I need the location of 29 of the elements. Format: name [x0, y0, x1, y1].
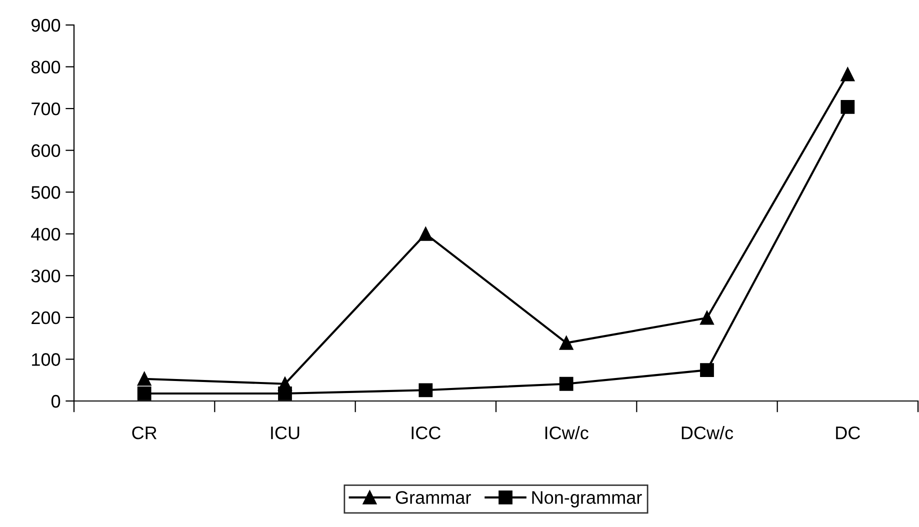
x-tick-label: ICU: [271, 426, 300, 440]
point: [840, 67, 855, 82]
legend-label: Grammar: [396, 491, 471, 504]
y-tick-label: 0: [51, 394, 60, 408]
y-tick-label: 700: [32, 102, 60, 116]
y-tick-label: 100: [32, 353, 60, 366]
y-tick-label: 300: [31, 270, 60, 282]
point: [840, 100, 855, 114]
x-tick-label: ICw/c: [545, 426, 588, 440]
point: [700, 363, 714, 378]
x-tick-label: ICC: [412, 426, 441, 440]
y-tick-label: 400: [31, 228, 60, 241]
point: [137, 386, 152, 400]
point: [418, 226, 433, 241]
x-tick-label: DC: [836, 426, 860, 440]
x-tick-label: CR: [132, 426, 157, 440]
y-tick-label: 200: [32, 311, 60, 324]
legend-label: Non-grammar: [532, 491, 642, 508]
y-tick-label: 900: [32, 18, 60, 32]
x-tick-label: DCw/c: [682, 426, 734, 440]
point: [137, 372, 152, 386]
point: [278, 386, 292, 400]
y-tick-label: 500: [31, 186, 60, 199]
point: [559, 336, 574, 350]
y-tick-label: 600: [32, 144, 60, 158]
point: [700, 310, 714, 325]
point: [559, 376, 574, 391]
point: [418, 383, 433, 398]
y-tick-label: 800: [31, 60, 60, 74]
